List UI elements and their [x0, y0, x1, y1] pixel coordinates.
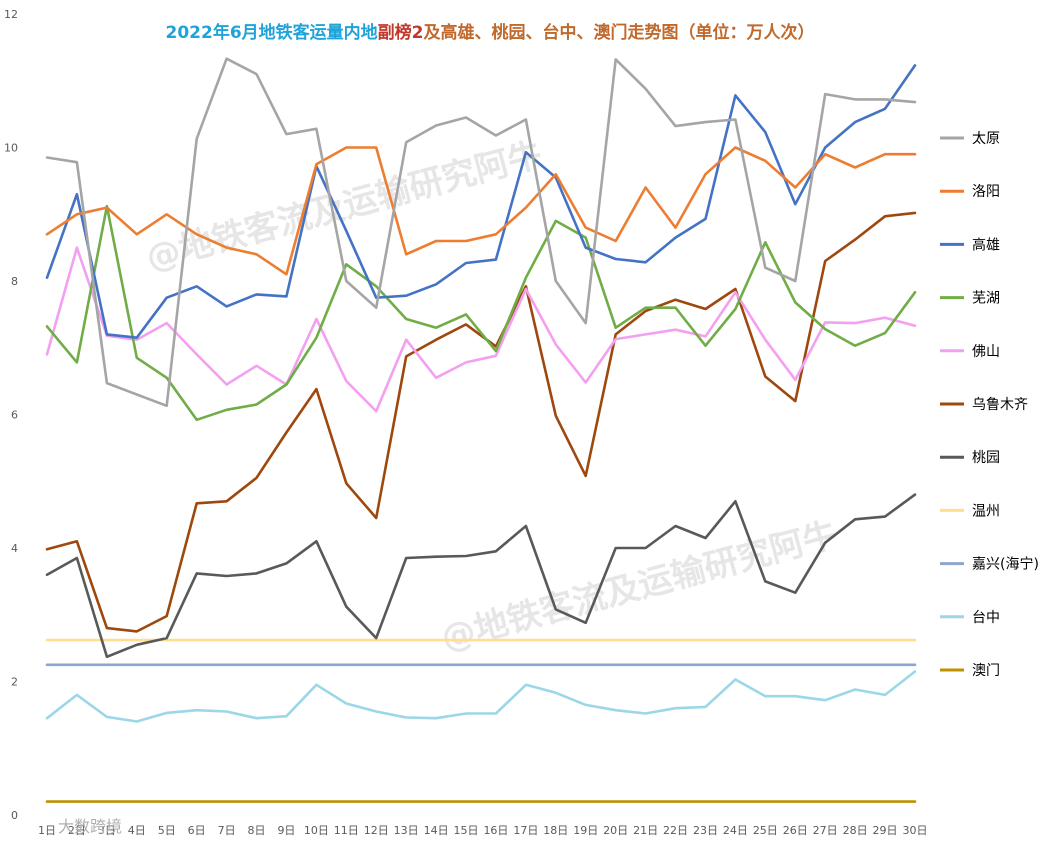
y-axis: 0 2 4 6 8 10 12	[4, 8, 18, 822]
x-tick-label: 13日	[394, 824, 419, 837]
x-tick-label: 4日	[128, 824, 146, 837]
x-tick-label: 15日	[454, 824, 479, 837]
x-tick-label: 24日	[723, 824, 748, 837]
x-tick-label: 7日	[218, 824, 236, 837]
x-tick-label: 1日	[38, 824, 56, 837]
y-tick-label: 0	[11, 809, 18, 822]
y-tick-label: 12	[4, 8, 18, 21]
x-tick-label: 25日	[753, 824, 778, 837]
legend-label: 温州	[972, 503, 1000, 519]
chart-title-segment: 副榜2	[378, 22, 424, 43]
x-tick-label: 22日	[663, 824, 688, 837]
y-tick-label: 10	[4, 142, 18, 155]
y-tick-label: 8	[11, 275, 18, 288]
series-line	[45, 211, 917, 633]
legend-label: 嘉兴(海宁)	[972, 556, 1039, 573]
footer-logo-text: 大数跨境	[58, 817, 122, 836]
x-tick-label: 17日	[513, 824, 538, 837]
x-tick-label: 29日	[873, 824, 898, 837]
x-tick-label: 3日	[98, 824, 116, 837]
x-tick-label: 11日	[334, 824, 359, 837]
x-tick-label: 16日	[483, 824, 508, 837]
chart-title: 2022年6月地铁客运量内地副榜2及高雄、桃园、台中、澳门走势图（单位：万人次）	[166, 22, 815, 43]
series-line	[45, 246, 917, 413]
series-line	[45, 64, 917, 340]
legend-label: 澳门	[972, 663, 1000, 679]
series-line	[45, 204, 917, 422]
legend-label: 太原	[972, 131, 1000, 147]
x-tick-label: 20日	[603, 824, 628, 837]
series-line	[45, 670, 917, 723]
legend-label: 台中	[972, 610, 1000, 626]
y-tick-label: 4	[11, 542, 18, 555]
x-tick-label: 5日	[158, 824, 176, 837]
series-line	[45, 493, 917, 659]
x-tick-label: 26日	[783, 824, 808, 837]
x-tick-label: 27日	[813, 824, 838, 837]
x-tick-label: 10日	[304, 824, 329, 837]
watermark-layer: @地铁客流及运输研究阿牛@地铁客流及运输研究阿牛	[142, 134, 841, 658]
legend-label: 乌鲁木齐	[972, 397, 1028, 413]
x-tick-label: 30日	[902, 824, 927, 837]
series-line	[45, 146, 917, 276]
x-tick-label: 18日	[543, 824, 568, 837]
x-tick-label: 19日	[573, 824, 598, 837]
x-tick-label: 6日	[188, 824, 206, 837]
legend-label: 佛山	[972, 344, 1000, 360]
x-tick-label: 14日	[424, 824, 449, 837]
x-tick-label: 8日	[248, 824, 266, 837]
watermark-text: @地铁客流及运输研究阿牛	[142, 134, 546, 278]
legend-label: 芜湖	[972, 290, 1000, 307]
x-axis: 1日 2日 3日 4日 5日 6日 7日 8日 9日 10日 11日 12日 13日 14日 15日 16日 1…	[38, 824, 927, 837]
x-tick-label: 2日	[68, 824, 86, 837]
series-line	[45, 57, 917, 408]
x-tick-label: 9日	[277, 824, 295, 837]
x-tick-label: 23日	[693, 824, 718, 837]
x-tick-label: 12日	[364, 824, 389, 837]
plot-area	[45, 57, 917, 803]
legend-label: 洛阳	[972, 184, 1000, 200]
x-tick-label: 28日	[843, 824, 868, 837]
y-tick-label: 2	[11, 676, 18, 689]
chart-title-segment: 2022年6月地铁客运量内地	[166, 22, 378, 43]
chart-title-segment: 及高雄、桃园、台中、澳门走势图（单位：万人次）	[424, 22, 815, 43]
y-tick-label: 6	[11, 409, 18, 422]
x-tick-label: 21日	[633, 824, 658, 837]
legend-label: 桃园	[972, 450, 1000, 466]
legend-label: 高雄	[972, 236, 1000, 253]
